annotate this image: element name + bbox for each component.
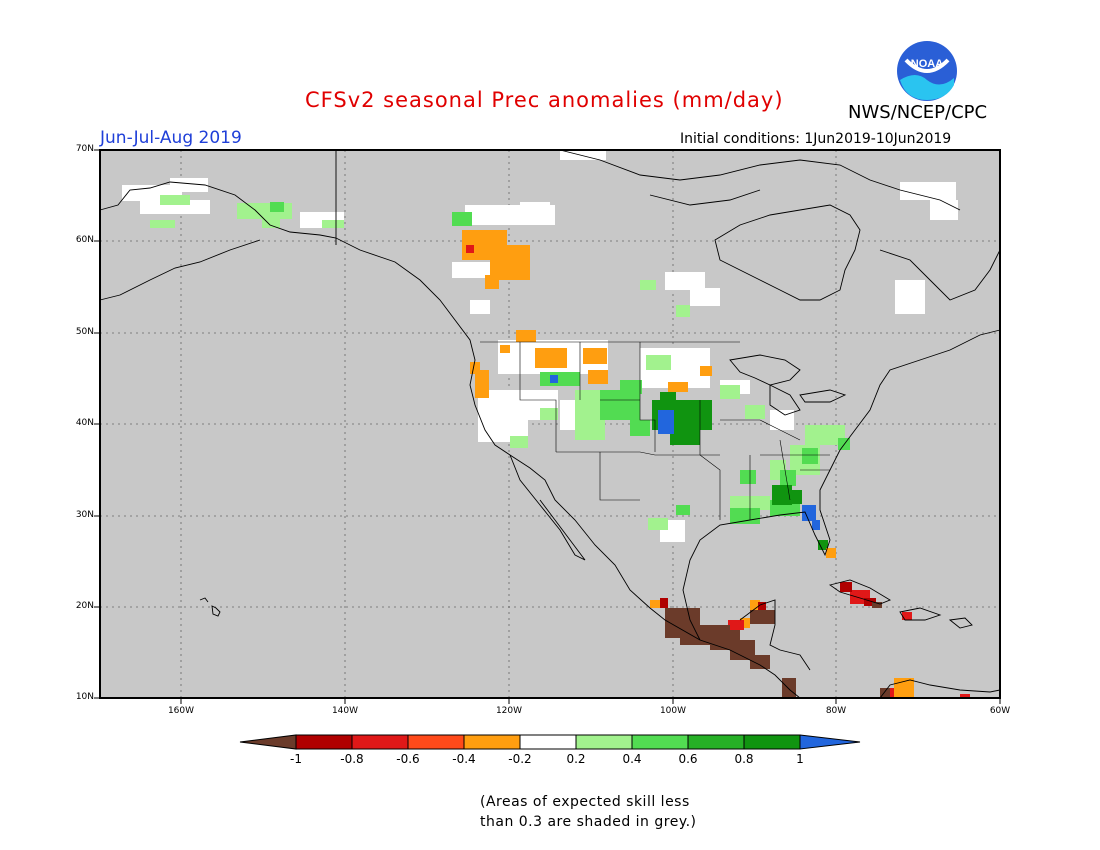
lat-label: 30N — [75, 510, 94, 520]
agency-label: NWS/NCEP/CPC — [848, 102, 988, 123]
lon-label: 120W — [495, 706, 523, 716]
colorbar-tick: 0.2 — [566, 752, 586, 766]
season-label: Jun-Jul-Aug 2019 — [100, 128, 242, 148]
anomaly-near-zero — [122, 150, 958, 542]
colorbar-swatch-3 — [407, 734, 465, 750]
colorbar-tick: 0.4 — [622, 752, 642, 766]
lat-label: 20N — [75, 601, 94, 611]
lat-label: 50N — [75, 327, 94, 337]
lat-label: 70N — [75, 144, 94, 154]
lat-label: 60N — [75, 235, 94, 245]
colorbar-swatch-1 — [295, 734, 353, 750]
colorbar-swatch-2 — [351, 734, 409, 750]
noaa-logo-text: NOAA — [911, 58, 943, 70]
anomaly-dark-red — [660, 582, 876, 610]
state-borders — [480, 341, 830, 520]
anomaly-brown — [665, 602, 890, 698]
skill-note: (Areas of expected skill less than 0.3 a… — [480, 792, 697, 832]
colorbar-tick: 0.6 — [678, 752, 698, 766]
lat-label: 10N — [75, 692, 94, 702]
lon-label: 60W — [989, 706, 1011, 716]
noaa-logo: NOAA — [897, 41, 957, 101]
lon-label: 80W — [825, 706, 847, 716]
map-gridlines — [100, 150, 1000, 698]
color-bar — [239, 734, 861, 750]
map-title: CFSv2 seasonal Prec anomalies (mm/day) — [305, 88, 784, 112]
colorbar-swatch-9 — [743, 734, 801, 750]
colorbar-swatch-lt-neg1 — [239, 734, 297, 750]
colorbar-tick: -1 — [290, 752, 302, 766]
skill-note-line2: than 0.3 are shaded in grey.) — [480, 814, 697, 830]
colorbar-tick: -0.2 — [508, 752, 532, 766]
colorbar-tick: 1 — [796, 752, 804, 766]
axis-ticks — [94, 149, 1001, 704]
lon-label: 160W — [167, 706, 195, 716]
colorbar-swatch-7 — [631, 734, 689, 750]
colorbar-tick: -0.4 — [452, 752, 476, 766]
colorbar-tick: -0.6 — [396, 752, 420, 766]
initial-conditions-label: Initial conditions: 1Jun2019-10Jun2019 — [680, 131, 952, 147]
lon-label: 100W — [659, 706, 687, 716]
lat-label: 40N — [75, 418, 94, 428]
coastlines — [99, 149, 1001, 699]
colorbar-tick: -0.8 — [340, 752, 364, 766]
colorbar-swatch-gt-1 — [799, 734, 861, 750]
skill-note-line1: (Areas of expected skill less — [480, 794, 690, 810]
colorbar-swatch-6 — [575, 734, 633, 750]
colorbar-swatch-8 — [687, 734, 745, 750]
colorbar-swatch-5 — [519, 734, 577, 750]
lon-label: 140W — [331, 706, 359, 716]
colorbar-tick: 0.8 — [734, 752, 754, 766]
anomaly-orange — [462, 230, 914, 698]
colorbar-swatch-4 — [463, 734, 521, 750]
